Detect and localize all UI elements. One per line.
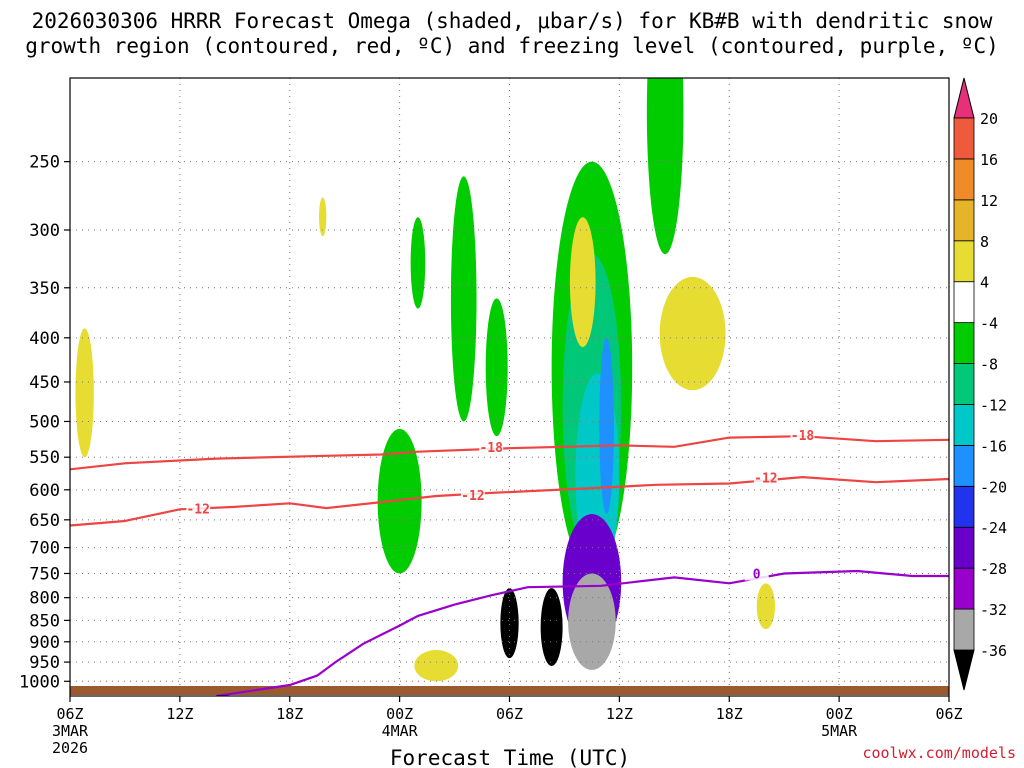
credit-text: coolwx.com/models (862, 744, 1016, 762)
colorbar-label: 20 (980, 110, 998, 128)
colorbar: -36 -32 -28 -24 -20 -16 -12 -8 -4 4 8 12 16 20 (953, 77, 1007, 691)
x-tick-label: 06Z (56, 705, 83, 723)
colorbar-box (953, 567, 975, 610)
omega-region (414, 650, 459, 682)
x-axis-label: Forecast Time (UTC) (390, 746, 630, 768)
colorbar-label: -12 (980, 396, 1007, 414)
omega-region (75, 328, 94, 458)
dendritic-bottom-label: -12 (754, 471, 777, 486)
x-tick-label: 18Z (716, 705, 743, 723)
y-tick-label: 550 (29, 448, 60, 468)
y-tick-label: 450 (29, 373, 60, 393)
x-tick-label: 00Z (386, 705, 413, 723)
colorbar-box (953, 444, 975, 487)
terrain-strip (70, 686, 949, 695)
dendritic-bottom-label: -12 (186, 502, 209, 517)
dendritic-bottom-label-bg (186, 501, 211, 516)
colorbar-label: 4 (980, 274, 989, 292)
dendritic-top-label-bg (479, 440, 504, 455)
y-tick-label: 600 (29, 481, 60, 501)
chart-title-line2: growth region (contoured, red, ºC) and f… (25, 34, 999, 58)
omega-region (450, 176, 477, 422)
colorbar-label: -36 (980, 642, 1007, 660)
omega-region (540, 588, 563, 666)
freezing-level-line (216, 569, 949, 696)
dendritic-top-label-bg (790, 428, 815, 443)
omega-shading (75, 78, 776, 682)
colorbar-label: -8 (980, 356, 998, 374)
omega-region (377, 428, 422, 574)
colorbar-label: 8 (980, 233, 989, 251)
y-tick-label: 850 (29, 611, 60, 631)
dendritic-bottom-label-bg (753, 470, 778, 485)
colorbar-box (953, 322, 975, 364)
omega-region (410, 217, 426, 309)
y-tick-label: 750 (29, 564, 60, 584)
y-tick-label: 800 (29, 589, 60, 609)
y-tick-label: 650 (29, 511, 60, 531)
colorbar-bottom-triangle (953, 649, 975, 691)
colorbar-box (953, 240, 975, 283)
x-tick-year: 2026 (52, 739, 88, 757)
x-tick-date: 4MAR (382, 722, 419, 740)
y-tick-label: 300 (29, 221, 60, 241)
colorbar-box (953, 608, 975, 651)
x-tick-date: 5MAR (821, 722, 858, 740)
colorbar-label: -4 (980, 315, 998, 333)
colorbar-label: -20 (980, 478, 1007, 496)
y-tick-label: 1000 (19, 672, 60, 692)
colorbar-label: -24 (980, 519, 1007, 537)
colorbar-box (953, 158, 975, 201)
omega-region (568, 573, 616, 670)
colorbar-label: -32 (980, 601, 1007, 619)
freezing-level-label: 0 (753, 567, 761, 582)
colorbar-box (953, 485, 975, 528)
y-tick-label: 900 (29, 633, 60, 653)
colorbar-box (953, 117, 975, 160)
omega-region (319, 197, 327, 237)
x-tick-label: 06Z (496, 705, 523, 723)
y-tick-label: 250 (29, 153, 60, 173)
x-tick-date: 3MAR (52, 722, 89, 740)
colorbar-box (953, 199, 975, 242)
omega-region (569, 217, 596, 348)
x-tick-label: 00Z (826, 705, 853, 723)
colorbar-label: 16 (980, 151, 998, 169)
y-tick-label: 400 (29, 329, 60, 349)
colorbar-top-triangle (953, 77, 975, 119)
dendritic-bottom-label-bg (460, 488, 485, 503)
freezing-level-label-bg (744, 566, 769, 581)
y-axis: 2503003504004505005506006507007508008509… (19, 153, 70, 692)
dendritic-top-label: -18 (791, 429, 815, 444)
x-tick-label: 12Z (166, 705, 193, 723)
colorbar-box (953, 404, 975, 446)
contour-lines: -18 -18 -12 -12 -12 0 (70, 428, 949, 696)
colorbar-label: -16 (980, 437, 1007, 455)
grid-lines (69, 78, 950, 696)
omega-region (500, 588, 519, 659)
dendritic-top-label: -18 (479, 441, 503, 456)
y-tick-label: 950 (29, 653, 60, 673)
y-tick-label: 700 (29, 539, 60, 559)
omega-region (485, 298, 508, 437)
colorbar-box (953, 526, 975, 569)
x-tick-label: 18Z (276, 705, 303, 723)
colorbar-box (953, 363, 975, 405)
omega-region (646, 78, 684, 255)
x-tick-label: 06Z (935, 705, 962, 723)
y-tick-label: 500 (29, 412, 60, 432)
x-tick-label: 12Z (606, 705, 633, 723)
colorbar-label: 12 (980, 192, 998, 210)
omega-region (756, 583, 776, 630)
colorbar-label: -28 (980, 560, 1007, 578)
y-tick-label: 350 (29, 279, 60, 299)
dendritic-bottom-label: -12 (461, 489, 484, 504)
omega-region (659, 276, 726, 391)
colorbar-box (953, 281, 975, 324)
chart-title-line1: 2026030306 HRRR Forecast Omega (shaded, … (32, 9, 993, 33)
